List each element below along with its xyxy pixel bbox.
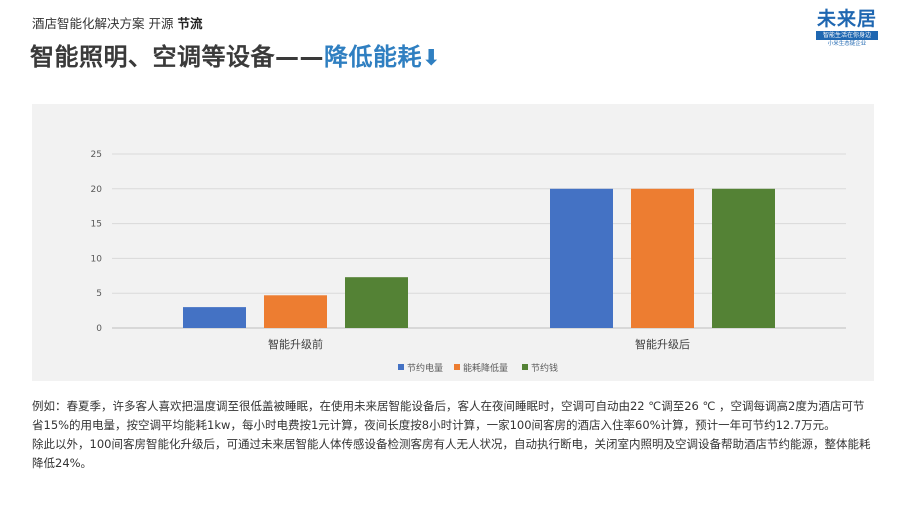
- bar: [712, 188, 775, 328]
- section-tag: 酒店智能化解决方案 开源 节流: [32, 13, 202, 32]
- description-paragraph-1: 例如：春夏季，许多客人喜欢把温度调至很低盖被睡眠，在使用未来居智能设备后，客人在…: [32, 399, 865, 432]
- legend-label: 节约钱: [531, 362, 558, 374]
- page-title-main: 智能照明、空调等设备——: [30, 43, 324, 71]
- y-tick-label: 25: [91, 150, 102, 160]
- y-tick-label: 20: [91, 185, 103, 195]
- legend-swatch: [398, 364, 404, 370]
- description-block: 例如：春夏季，许多客人喜欢把温度调至很低盖被睡眠，在使用未来居智能设备后，客人在…: [32, 397, 874, 473]
- bar: [345, 277, 408, 328]
- brand-logo: 未来居 智能生活在你身边 小米生态链企业: [816, 8, 878, 49]
- description-paragraph-2: 除此以外，100间客房智能化升级后，可通过未来居智能人体传感设备检测客房有人无人…: [32, 437, 871, 470]
- y-tick-label: 0: [96, 324, 102, 334]
- bar-chart-panel: 0 5 10 15 20 25 智能升级前 智能升级后节约电量 能耗降低量 节约钱: [32, 104, 874, 381]
- x-category-label: 智能升级后: [635, 337, 690, 351]
- legend-swatch: [454, 364, 460, 370]
- logo-subtitle: 小米生态链企业: [827, 41, 867, 47]
- bar: [264, 295, 327, 328]
- logo-slogan: 智能生活在你身边: [816, 31, 878, 40]
- legend-swatch: [522, 364, 528, 370]
- y-tick-label: 5: [96, 289, 102, 299]
- page-title-accent: 降低能耗: [324, 43, 422, 71]
- y-tick-label: 10: [91, 254, 103, 264]
- section-tag-bold: 节流: [177, 16, 203, 31]
- section-tag-text: 酒店智能化解决方案 开源: [32, 16, 178, 31]
- bar: [183, 307, 246, 328]
- logo-name: 未来居: [816, 8, 877, 30]
- page-title: 智能照明、空调等设备——降低能耗⬇: [30, 37, 441, 72]
- legend-label: 能耗降低量: [463, 362, 508, 374]
- y-tick-label: 15: [91, 220, 102, 230]
- bar: [550, 188, 613, 328]
- down-arrow-icon: ⬇: [422, 46, 441, 71]
- legend-label: 节约电量: [407, 362, 443, 374]
- bar: [631, 188, 694, 328]
- x-category-label: 智能升级前: [268, 337, 323, 351]
